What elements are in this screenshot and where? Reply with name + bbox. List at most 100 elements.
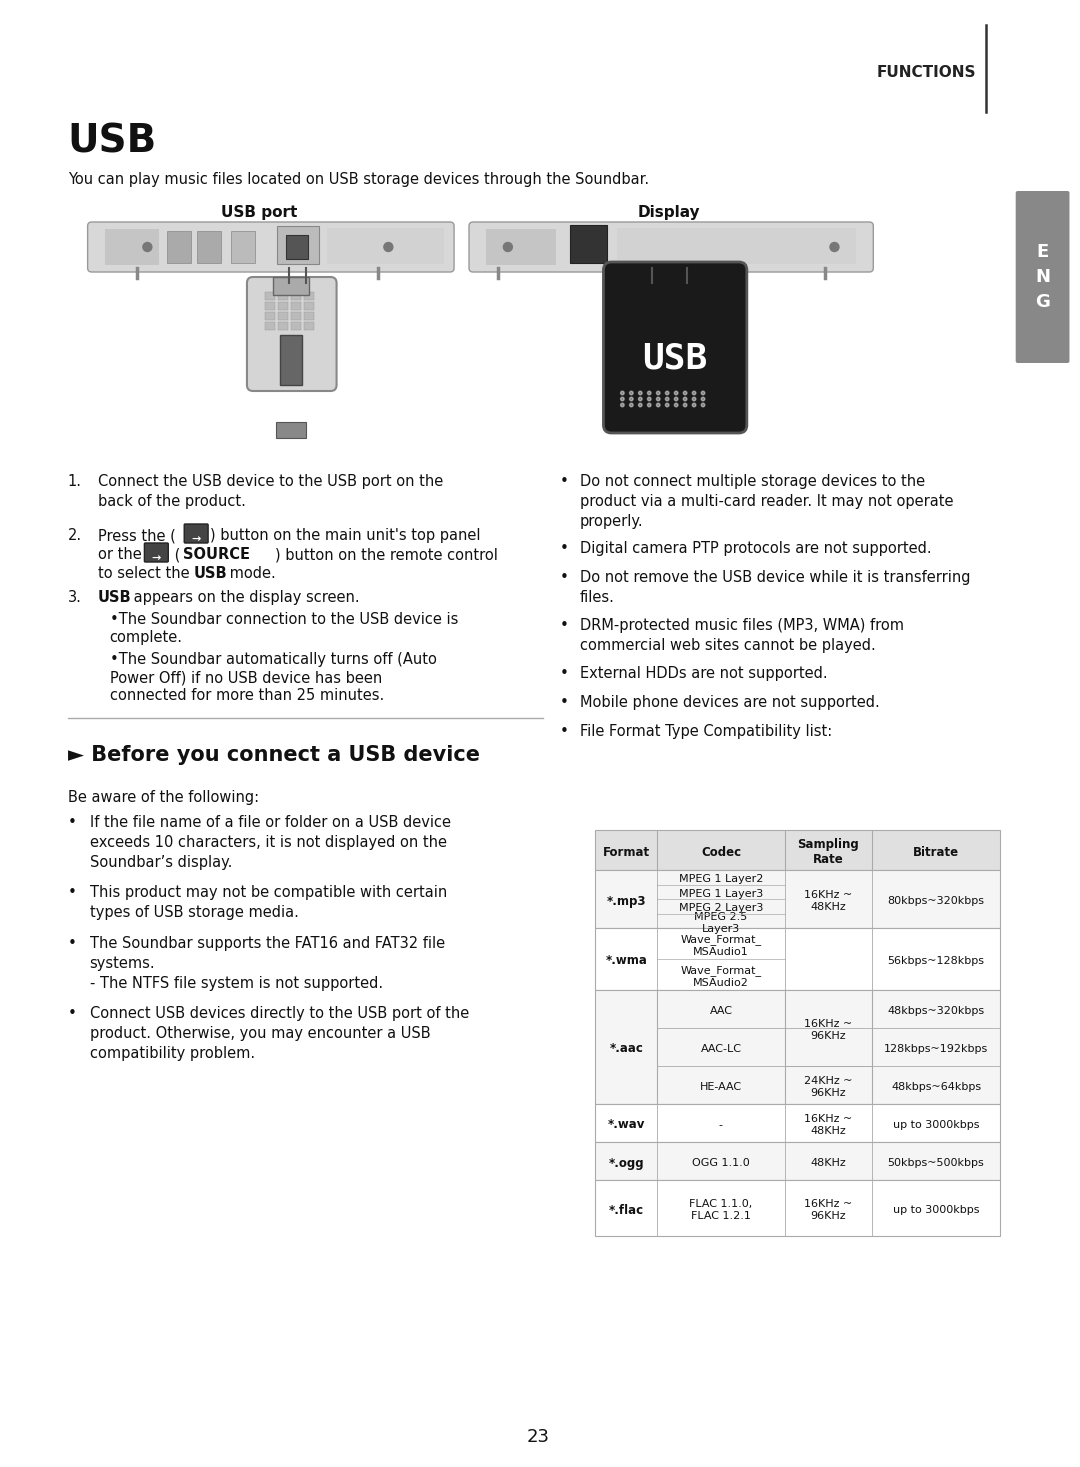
Text: If the file name of a file or folder on a USB device
exceeds 10 characters, it i: If the file name of a file or folder on … [90, 816, 450, 870]
Circle shape [684, 398, 687, 400]
FancyBboxPatch shape [87, 222, 454, 271]
Text: complete.: complete. [109, 629, 183, 645]
FancyBboxPatch shape [145, 543, 168, 562]
Bar [265, 292, 274, 299]
Text: File Format Type Compatibility list:: File Format Type Compatibility list: [580, 725, 832, 739]
Text: 48kbps~64kbps: 48kbps~64kbps [891, 1083, 981, 1091]
Circle shape [648, 398, 651, 400]
Text: mode.: mode. [225, 566, 275, 581]
Text: •: • [559, 725, 568, 739]
Circle shape [701, 403, 705, 406]
Circle shape [630, 398, 633, 400]
Text: SOURCE: SOURCE [184, 547, 251, 562]
Bar [291, 302, 300, 310]
Bar [167, 230, 191, 263]
Text: USB: USB [643, 340, 707, 376]
Text: *.flac: *.flac [609, 1203, 644, 1216]
Text: •: • [559, 571, 568, 585]
Text: •: • [68, 936, 77, 951]
Circle shape [692, 398, 696, 400]
Text: External HDDs are not supported.: External HDDs are not supported. [580, 666, 827, 681]
Bar [198, 230, 221, 263]
Text: USB: USB [68, 122, 157, 160]
Circle shape [638, 398, 643, 400]
Text: Do not connect multiple storage devices to the
product via a multi-card reader. : Do not connect multiple storage devices … [580, 474, 953, 530]
Text: USB: USB [193, 566, 227, 581]
Circle shape [621, 403, 624, 406]
Circle shape [831, 242, 839, 251]
Text: •: • [559, 666, 568, 681]
Text: Be aware of the following:: Be aware of the following: [68, 791, 259, 805]
Text: *.mp3: *.mp3 [607, 895, 646, 908]
Bar [278, 321, 287, 330]
Circle shape [674, 392, 678, 395]
Text: Codec: Codec [701, 845, 741, 858]
Text: 16KHz ~
48KHz: 16KHz ~ 48KHz [805, 1115, 852, 1135]
Text: •: • [68, 816, 77, 830]
Bar [278, 292, 287, 299]
Text: E
N
G: E N G [1035, 244, 1050, 311]
Text: 56kbps~128kbps: 56kbps~128kbps [888, 956, 985, 965]
FancyBboxPatch shape [1015, 191, 1069, 362]
Text: 1.: 1. [68, 474, 82, 489]
Text: 50kbps~500kbps: 50kbps~500kbps [888, 1157, 984, 1168]
Text: HE-AAC: HE-AAC [700, 1083, 742, 1091]
Text: 48kbps~320kbps: 48kbps~320kbps [888, 1006, 985, 1017]
Text: 16KHz ~
48KHz: 16KHz ~ 48KHz [805, 890, 852, 912]
Bar [595, 1105, 1000, 1141]
Text: MPEG 1 Layer2: MPEG 1 Layer2 [678, 874, 764, 885]
Text: ) button on the remote control: ) button on the remote control [274, 547, 498, 562]
Circle shape [638, 392, 643, 395]
Text: 23: 23 [526, 1427, 550, 1446]
Bar [105, 229, 160, 266]
Text: Mobile phone devices are not supported.: Mobile phone devices are not supported. [580, 695, 879, 710]
Text: (: ( [171, 547, 180, 562]
Circle shape [638, 403, 643, 406]
Circle shape [665, 392, 669, 395]
Circle shape [701, 398, 705, 400]
Text: •The Soundbar automatically turns off (Auto: •The Soundbar automatically turns off (A… [109, 651, 436, 667]
Text: *.aac: *.aac [609, 1043, 644, 1055]
Circle shape [665, 403, 669, 406]
Bar [303, 312, 313, 320]
Bar [265, 312, 274, 320]
Circle shape [692, 403, 696, 406]
Text: Connect USB devices directly to the USB port of the
product. Otherwise, you may : Connect USB devices directly to the USB … [90, 1006, 469, 1061]
Text: MPEG 1 Layer3: MPEG 1 Layer3 [679, 889, 764, 899]
Text: Bitrate: Bitrate [913, 845, 959, 858]
Text: FUNCTIONS: FUNCTIONS [876, 65, 976, 79]
Text: MPEG 2 Layer3: MPEG 2 Layer3 [678, 904, 764, 914]
Text: Wave_Format_
MSAudio1: Wave_Format_ MSAudio1 [680, 934, 761, 956]
Bar [303, 321, 313, 330]
Bar [280, 334, 301, 384]
Text: →: → [191, 534, 201, 544]
Bar [286, 235, 308, 260]
Text: •: • [559, 618, 568, 632]
Bar [278, 302, 287, 310]
Bar [303, 302, 313, 310]
Circle shape [692, 392, 696, 395]
Text: Do not remove the USB device while it is transferring
files.: Do not remove the USB device while it is… [580, 571, 970, 604]
Text: 2.: 2. [68, 528, 82, 543]
Bar [595, 990, 1000, 1105]
Text: •: • [68, 1006, 77, 1021]
Circle shape [657, 403, 660, 406]
Circle shape [648, 392, 651, 395]
Text: connected for more than 25 minutes.: connected for more than 25 minutes. [109, 688, 383, 703]
Text: up to 3000kbps: up to 3000kbps [893, 1204, 980, 1215]
FancyBboxPatch shape [247, 277, 337, 392]
Bar [326, 227, 444, 264]
Circle shape [621, 398, 624, 400]
Bar [275, 422, 306, 439]
Text: The Soundbar supports the FAT16 and FAT32 file
systems.
- The NTFS file system i: The Soundbar supports the FAT16 and FAT3… [90, 936, 445, 992]
Text: appears on the display screen.: appears on the display screen. [130, 590, 360, 604]
Circle shape [143, 242, 152, 251]
Text: This product may not be compatible with certain
types of USB storage media.: This product may not be compatible with … [90, 885, 447, 920]
Circle shape [701, 392, 705, 395]
Text: ) button on the main unit's top panel: ) button on the main unit's top panel [211, 528, 481, 543]
Text: to select the: to select the [97, 566, 193, 581]
Bar [303, 292, 313, 299]
Bar [278, 312, 287, 320]
Bar [265, 302, 274, 310]
Text: Display: Display [638, 205, 701, 220]
